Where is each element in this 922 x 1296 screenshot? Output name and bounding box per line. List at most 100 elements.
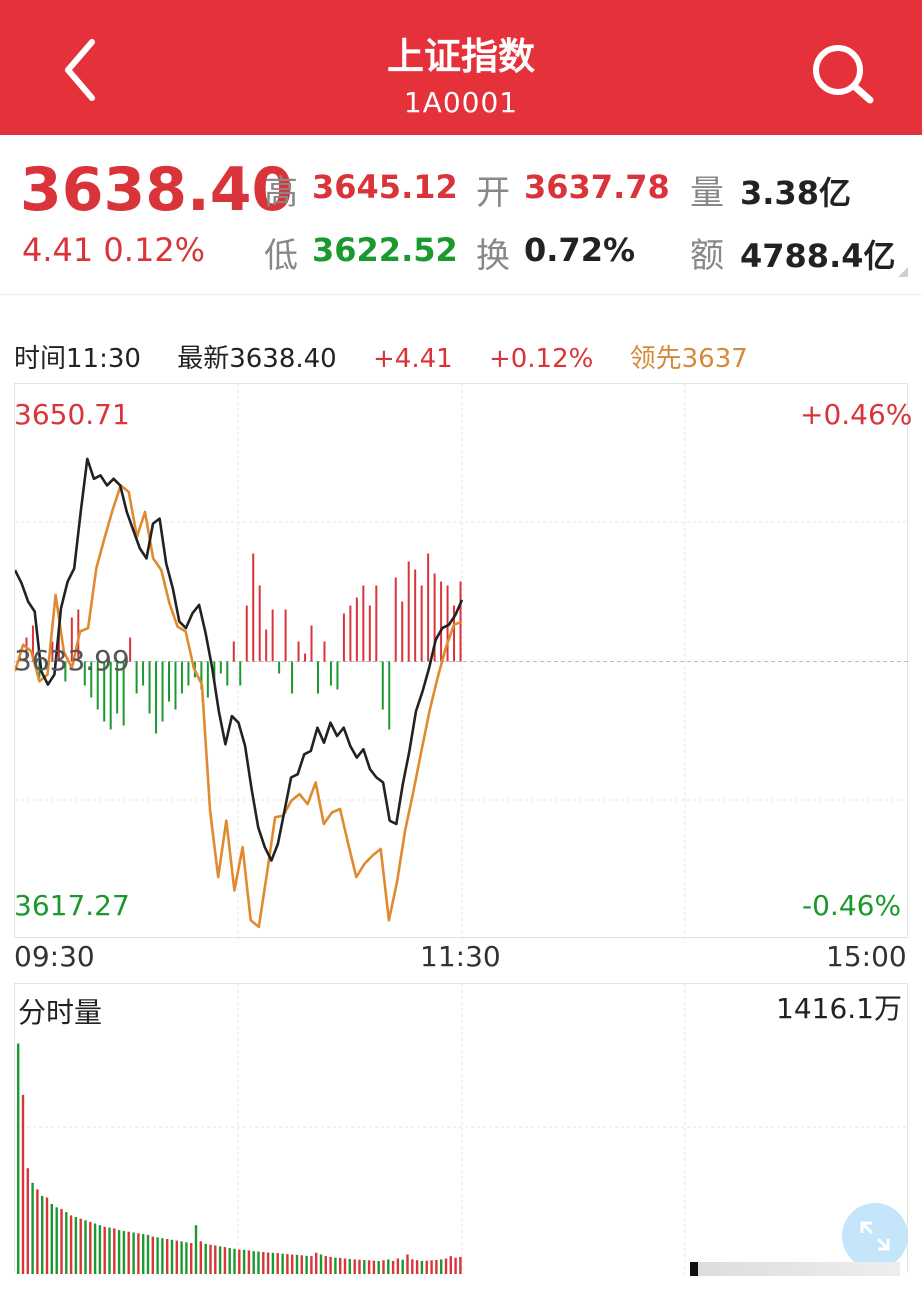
- volume-bar: [377, 1261, 380, 1274]
- fullscreen-button[interactable]: [842, 1203, 908, 1269]
- volume-bar: [214, 1245, 217, 1274]
- turnover-label: 换: [476, 236, 510, 276]
- change-bar: [349, 605, 352, 662]
- high-label: 高: [264, 173, 298, 213]
- volume-bar: [343, 1258, 347, 1274]
- change-bar: [440, 581, 443, 662]
- volume-bar: [281, 1253, 284, 1274]
- x-label-start: 09:30: [14, 940, 95, 973]
- volume-bar: [218, 1246, 222, 1274]
- chart-info-bar: 时间11:30 最新3638.40 +4.41 +0.12% 领先3637: [14, 338, 776, 375]
- volume-bar: [459, 1256, 462, 1274]
- volume-bar: [223, 1247, 227, 1274]
- change-bar: [187, 661, 190, 686]
- change-bar: [407, 561, 410, 662]
- volume-bar: [319, 1254, 323, 1274]
- change-bar: [252, 553, 255, 662]
- quote-summary: 3638.40 4.41 0.12% 高 3645.12 开 3637.78 量…: [0, 135, 922, 295]
- y-min-label: 3617.27: [14, 889, 130, 922]
- change-bar: [142, 661, 145, 686]
- search-button[interactable]: [800, 34, 880, 114]
- volume-bar: [252, 1251, 255, 1274]
- volume-bar: [117, 1230, 121, 1274]
- volume-bar: [387, 1259, 390, 1274]
- expand-icon: [860, 1221, 890, 1251]
- expand-corner-icon[interactable]: [898, 267, 908, 277]
- volume-bar: [209, 1244, 212, 1274]
- info-change: +4.41: [373, 344, 453, 374]
- volume-bar: [363, 1260, 366, 1274]
- volume-bar: [122, 1230, 126, 1274]
- change-bar: [96, 661, 99, 710]
- change-bar: [291, 661, 294, 694]
- volume-bar: [430, 1260, 433, 1274]
- y-mid-label: 3633.99: [14, 644, 130, 677]
- info-time: 时间11:30: [14, 344, 141, 374]
- volume-bar: [151, 1236, 154, 1274]
- volume-bar: [291, 1254, 294, 1274]
- change-bar: [362, 585, 365, 662]
- change-bar: [368, 605, 371, 662]
- volume-bar: [113, 1228, 116, 1274]
- volume-bar: [142, 1234, 145, 1274]
- volume-bar: [444, 1258, 448, 1274]
- volume-bar: [401, 1259, 404, 1274]
- change-bar: [265, 629, 268, 662]
- change-bar: [31, 625, 34, 662]
- volume-bar: [406, 1254, 409, 1274]
- change-bar: [226, 661, 229, 686]
- volume-bar: [329, 1256, 332, 1274]
- volume-bar: [324, 1256, 327, 1274]
- volume-bar: [103, 1226, 106, 1274]
- current-price: 3638.40: [20, 155, 294, 225]
- open-value: 3637.78: [524, 168, 670, 206]
- volume-bar: [449, 1256, 452, 1274]
- volume-bar: [411, 1259, 414, 1274]
- volume-bar: [238, 1249, 241, 1274]
- change-bar: [414, 569, 417, 662]
- volume-title: 分时量: [18, 996, 103, 1029]
- change-bar: [394, 577, 397, 662]
- change-bar: [180, 661, 183, 694]
- volume-bar: [132, 1232, 135, 1274]
- volume-bar: [185, 1242, 188, 1274]
- volume-bar: [137, 1233, 140, 1274]
- volume-bar: [420, 1261, 424, 1274]
- change-bar: [388, 661, 391, 730]
- info-latest: 最新3638.40: [177, 344, 337, 374]
- change-bar: [323, 641, 326, 662]
- scroll-indicator: [690, 1262, 900, 1276]
- volume-value: 3.38亿: [740, 174, 851, 212]
- high-value: 3645.12: [312, 168, 458, 206]
- change-bar: [342, 613, 345, 662]
- volume-bar: [396, 1258, 400, 1274]
- volume-bar: [353, 1259, 356, 1274]
- volume-bar: [305, 1255, 308, 1274]
- volume-bar: [199, 1241, 202, 1274]
- volume-bar: [440, 1259, 443, 1274]
- volume-bar: [175, 1240, 178, 1274]
- change-bar: [135, 661, 138, 694]
- x-label-end: 15:00: [826, 940, 907, 973]
- info-change-pct: +0.12%: [488, 344, 594, 374]
- volume-bar: [26, 1168, 29, 1274]
- volume-bar: [300, 1255, 303, 1274]
- volume-bar: [146, 1234, 150, 1274]
- volume-bar: [233, 1248, 236, 1274]
- change-bar: [297, 641, 300, 662]
- volume-chart-svg: [15, 984, 909, 1274]
- change-bar: [401, 601, 404, 662]
- change-bar: [317, 661, 319, 694]
- amount-value: 4788.4亿: [740, 237, 896, 275]
- volume-label: 量: [690, 173, 724, 213]
- back-button[interactable]: [52, 30, 112, 110]
- change-bar: [304, 653, 307, 662]
- volume-bar: [334, 1257, 337, 1274]
- volume-bar: [391, 1261, 395, 1274]
- change-bar: [38, 661, 41, 678]
- price-change: 4.41 0.12%: [22, 231, 205, 269]
- volume-chart[interactable]: [14, 983, 909, 1274]
- volume-bar: [276, 1253, 279, 1274]
- open-label: 开: [476, 173, 510, 213]
- intraday-chart[interactable]: [14, 383, 909, 939]
